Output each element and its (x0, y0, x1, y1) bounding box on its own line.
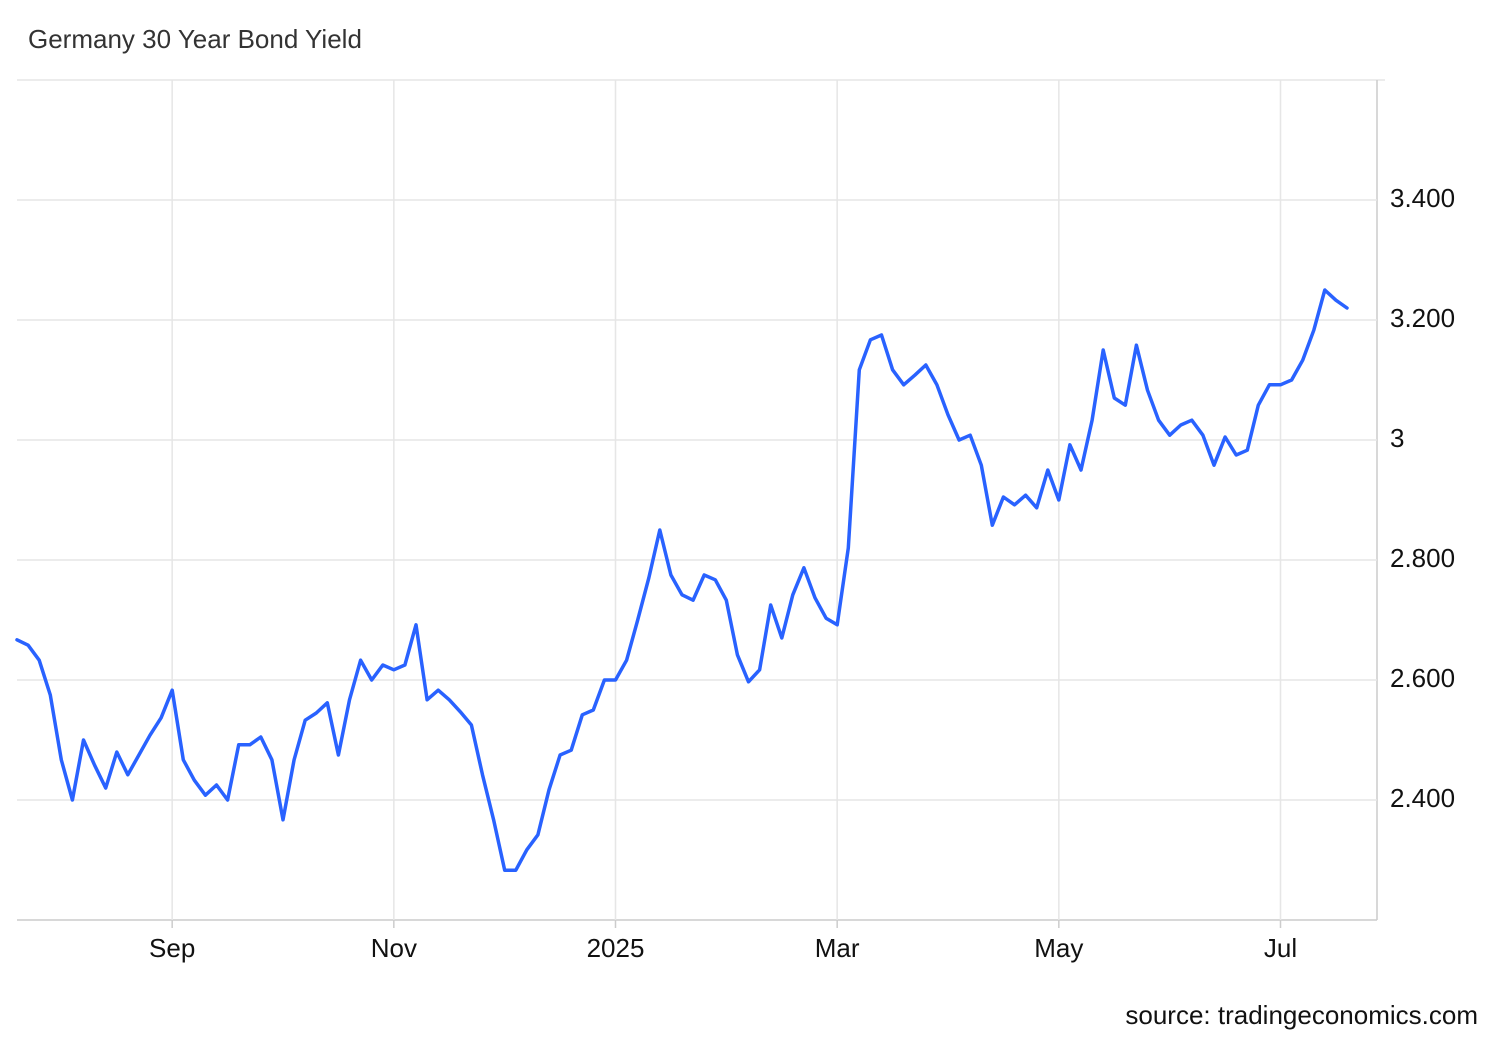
x-tick-label: Mar (815, 933, 860, 963)
y-tick-label: 3.400 (1390, 183, 1455, 213)
chart-title: Germany 30 Year Bond Yield (28, 24, 362, 54)
x-tick-label: Nov (371, 933, 417, 963)
x-tick-label: 2025 (587, 933, 645, 963)
x-tick-label: May (1034, 933, 1083, 963)
x-tick-label: Jul (1264, 933, 1297, 963)
data-line (15, 288, 1349, 872)
y-tick-label: 3.200 (1390, 303, 1455, 333)
y-tick-label: 2.800 (1390, 543, 1455, 573)
y-tick-label: 2.400 (1390, 783, 1455, 813)
y-tick-label: 3 (1390, 423, 1404, 453)
y-tick-label: 2.600 (1390, 663, 1455, 693)
source-note: source: tradingeconomics.com (1125, 1000, 1478, 1030)
x-tick-label: Sep (149, 933, 195, 963)
